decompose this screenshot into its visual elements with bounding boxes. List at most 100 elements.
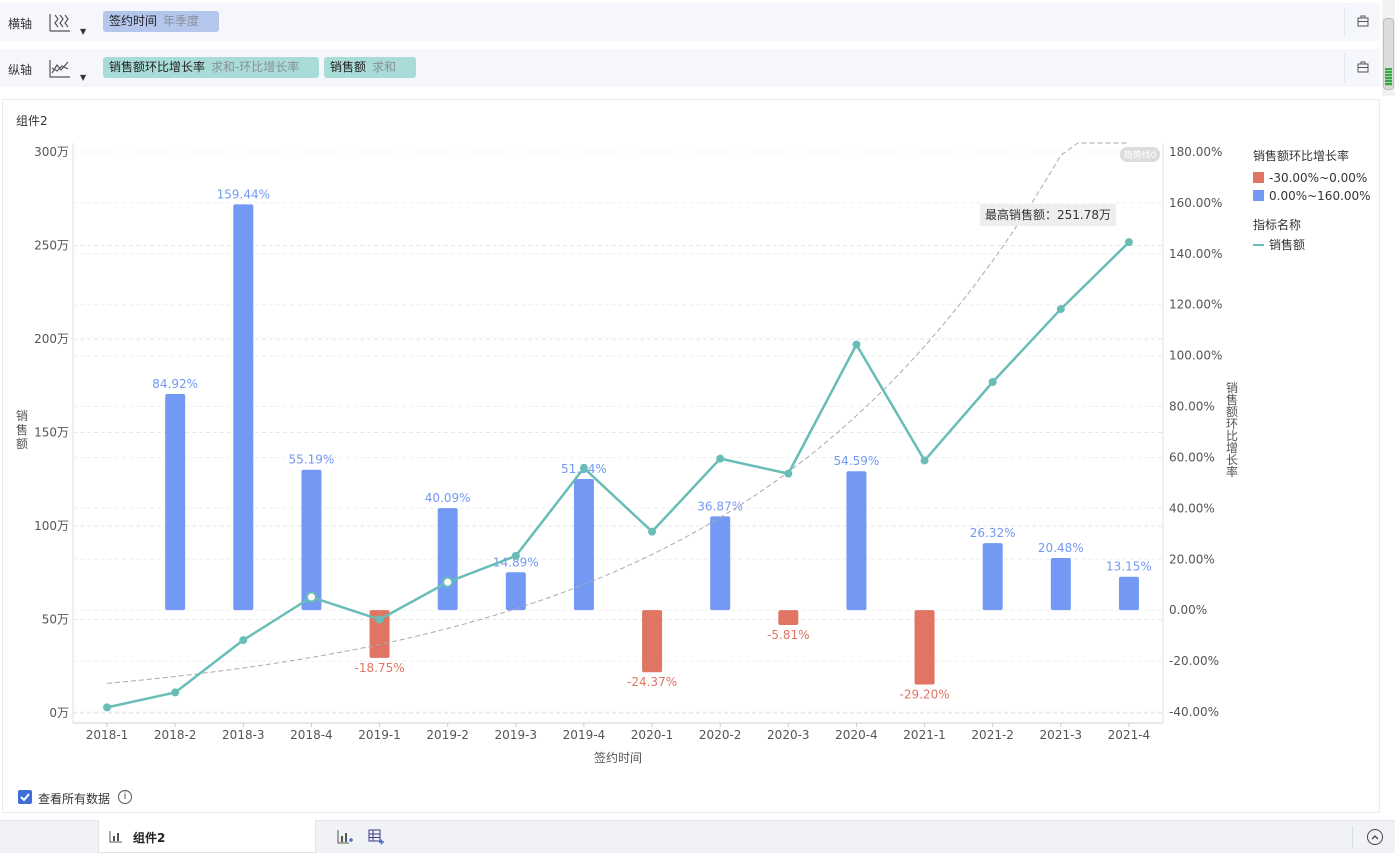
info-icon[interactable]: i: [118, 790, 132, 804]
right-tick-label: 40.00%: [1169, 501, 1215, 515]
chart-type-icon[interactable]: [48, 11, 72, 33]
bar-data-label: 20.48%: [1038, 541, 1084, 555]
legend-title: 销售额环比增长率: [1253, 148, 1349, 163]
x-tick-label: 2018-1: [86, 728, 129, 742]
combo-chart: 0万 50万 100万 150万 200万 250万 300万 -40.00% -20.00% 0…: [16, 142, 1371, 765]
right-tick-label: 60.00%: [1169, 450, 1215, 464]
bar: [233, 204, 254, 611]
right-tick-label: 80.00%: [1169, 400, 1215, 414]
chevron-down-icon[interactable]: ▼: [80, 73, 87, 82]
right-tick-label: 0.00%: [1169, 603, 1207, 617]
line-point: [988, 378, 997, 387]
left-tick-label: 250万: [34, 239, 69, 253]
bar-data-label: 55.19%: [289, 453, 335, 467]
x-axis-title: 签约时间: [594, 750, 642, 765]
left-tick-label: 100万: [34, 519, 69, 533]
y-field-pill-1[interactable]: 销售额环比增长率 求和-环比增长率: [103, 57, 319, 78]
bar: [165, 394, 186, 611]
left-axis-title: 销售额: [16, 409, 28, 451]
x-tick-label: 2020-1: [631, 728, 674, 742]
right-tick-label: 140.00%: [1169, 247, 1222, 261]
y-axis-bar: 纵轴 ▼ 销售额环比增长率 求和-环比增长率 销售额 求和: [0, 49, 1380, 87]
line-point: [375, 615, 384, 624]
x-tick-label: 2021-3: [1040, 728, 1083, 742]
tab-component2[interactable]: 组件2: [98, 820, 316, 853]
y-axis-label: 纵轴: [8, 63, 33, 77]
x-tick-label: 2019-1: [358, 728, 401, 742]
right-axis-title: 销售额环比增长率: [1226, 381, 1238, 479]
x-tick-label: 2021-4: [1108, 728, 1151, 742]
line-point: [920, 456, 929, 465]
trend-tag-bg: [1120, 147, 1160, 162]
bar: [1118, 576, 1139, 611]
left-tick-label: 200万: [34, 332, 69, 346]
bar: [301, 469, 322, 611]
view-all-label: 查看所有数据: [38, 792, 111, 806]
right-tick-label: 20.00%: [1169, 552, 1215, 566]
right-tick-label: 120.00%: [1169, 298, 1222, 312]
bar: [437, 508, 458, 611]
x-field-agg: 年季度: [163, 14, 200, 28]
legend-item: 销售额: [1269, 237, 1305, 252]
y-field-pill-2[interactable]: 销售额 求和: [324, 57, 416, 78]
line-point: [1056, 305, 1065, 314]
line-point: [171, 688, 180, 697]
bar-data-label: -18.75%: [355, 661, 405, 675]
left-tick-label: 50万: [42, 613, 69, 627]
x-field-pill[interactable]: 签约时间 年季度: [103, 11, 219, 32]
right-tick-label: 100.00%: [1169, 349, 1222, 363]
briefcase-icon: [1357, 15, 1369, 27]
left-tick-label: 150万: [34, 426, 69, 440]
view-all-checkbox[interactable]: [18, 790, 32, 804]
bar: [982, 543, 1003, 611]
bar-data-label: -5.81%: [767, 628, 809, 642]
bar-data-label: 36.87%: [697, 499, 743, 513]
bar: [914, 610, 935, 685]
legend-swatch: [1253, 190, 1264, 201]
bar: [846, 471, 867, 611]
x-tick-label: 2018-3: [222, 728, 265, 742]
bar: [778, 610, 799, 625]
x-tick-label: 2020-2: [699, 728, 742, 742]
chevron-up-icon: [1371, 835, 1379, 840]
scrollbar-thumb[interactable]: [1383, 18, 1394, 90]
right-tick-label: 160.00%: [1169, 196, 1222, 210]
bar: [642, 610, 663, 673]
x-axis-settings-button[interactable]: [1344, 7, 1380, 37]
tab-label: 组件2: [133, 831, 166, 845]
bar-chart-icon: [109, 831, 122, 843]
bar-data-label: 159.44%: [217, 187, 270, 201]
line-point: [648, 527, 657, 536]
collapse-button[interactable]: [1367, 829, 1383, 845]
line-point: [1124, 238, 1133, 247]
check-icon: [20, 793, 30, 802]
x-tick-label: 2019-2: [426, 728, 469, 742]
x-tick-label: 2018-4: [290, 728, 333, 742]
add-chart-icon[interactable]: [337, 829, 353, 845]
x-tick-label: 2020-3: [767, 728, 810, 742]
bar: [505, 572, 526, 611]
right-tick-label: 180.00%: [1169, 145, 1222, 159]
line-point: [716, 454, 725, 463]
line-point: [103, 703, 112, 712]
chart-panel: [2, 99, 1380, 813]
bar: [369, 610, 390, 658]
bar-data-label: 13.15%: [1106, 560, 1152, 574]
line-point: [511, 551, 520, 560]
add-table-icon[interactable]: [368, 829, 384, 845]
briefcase-icon: [1357, 61, 1369, 73]
max-annotation: 最高销售额：251.78万: [985, 207, 1111, 222]
trend-tag: 趋势线0: [1124, 149, 1157, 161]
line-point: [442, 576, 454, 588]
line-point: [579, 464, 588, 473]
bar-data-label: -24.37%: [627, 675, 677, 689]
legend-title: 指标名称: [1253, 217, 1301, 232]
line-point: [852, 340, 861, 349]
x-field-name: 签约时间: [109, 14, 158, 28]
bar-data-label: 26.32%: [970, 526, 1016, 540]
chart-type-icon[interactable]: [48, 57, 72, 79]
chevron-down-icon[interactable]: ▼: [80, 27, 87, 36]
y-field-name: 销售额: [330, 60, 367, 74]
y-axis-settings-button[interactable]: [1344, 53, 1380, 83]
bar-data-label: 14.89%: [493, 555, 539, 569]
